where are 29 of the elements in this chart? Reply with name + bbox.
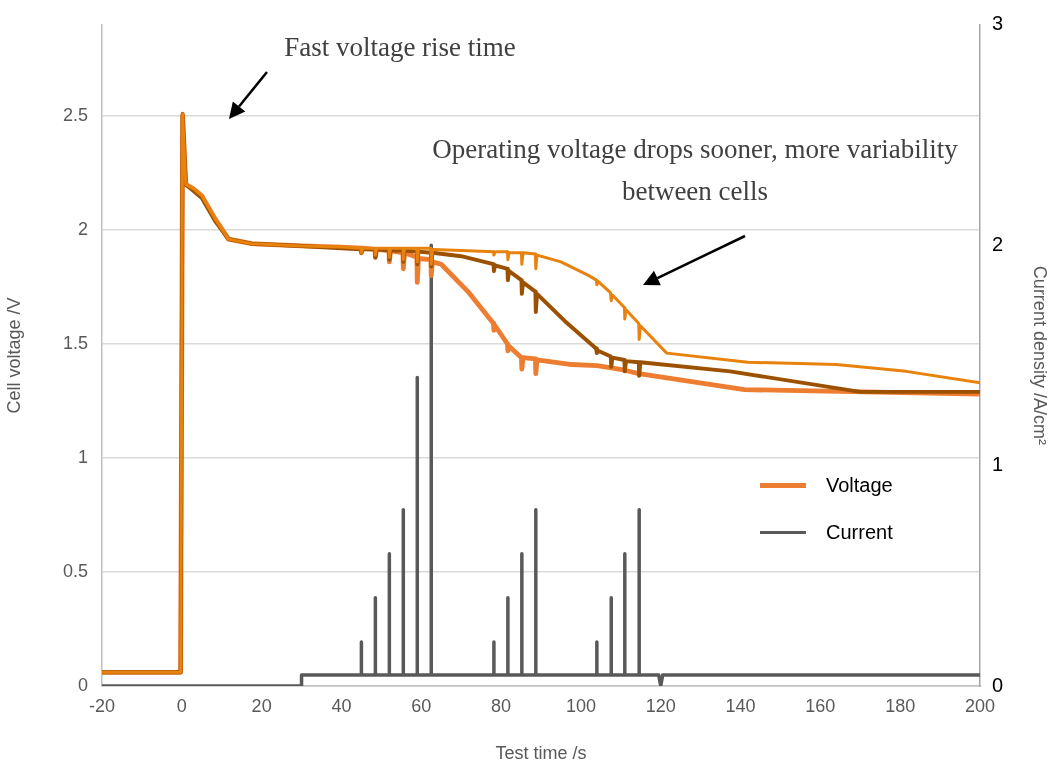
x-tick-label: 80 xyxy=(491,695,512,716)
y-tick-label: 1.5 xyxy=(62,332,88,353)
annotation: Operating voltage drops sooner, more variability between cells xyxy=(431,133,959,208)
y-tick-label: 0 xyxy=(77,674,88,695)
x-tick-label: 60 xyxy=(411,695,432,716)
x-axis-title: Test time /s xyxy=(495,743,587,764)
x-tick-label: 180 xyxy=(885,695,916,716)
y-tick-label: 0.5 xyxy=(62,560,88,581)
x-tick-label: 160 xyxy=(805,695,836,716)
y2-tick-label: 1 xyxy=(992,453,1004,476)
x-tick-label: 0 xyxy=(176,695,187,716)
y-tick-label: 2.5 xyxy=(62,104,88,125)
y2-axis-title: Current density /A/cm² xyxy=(1030,265,1051,445)
x-tick-label: 200 xyxy=(964,695,996,716)
annotation: Fast voltage rise time xyxy=(283,31,517,64)
y2-tick-label: 0 xyxy=(992,673,1004,696)
legend-label: Voltage xyxy=(826,474,893,497)
legend-label: Current xyxy=(826,521,893,544)
x-tick-label: 100 xyxy=(565,695,596,716)
y-tick-label: 1 xyxy=(77,446,88,467)
x-tick-label: 20 xyxy=(251,695,272,716)
y2-tick-label: 3 xyxy=(992,12,1004,35)
y2-tick-label: 2 xyxy=(992,232,1004,255)
x-tick-label: 40 xyxy=(331,695,352,716)
x-tick-label: 120 xyxy=(645,695,676,716)
x-tick-label: -20 xyxy=(88,695,116,716)
x-tick-label: 140 xyxy=(725,695,756,716)
y-axis-title: Cell voltage /V xyxy=(3,297,24,414)
y-tick-label: 2 xyxy=(77,218,88,239)
